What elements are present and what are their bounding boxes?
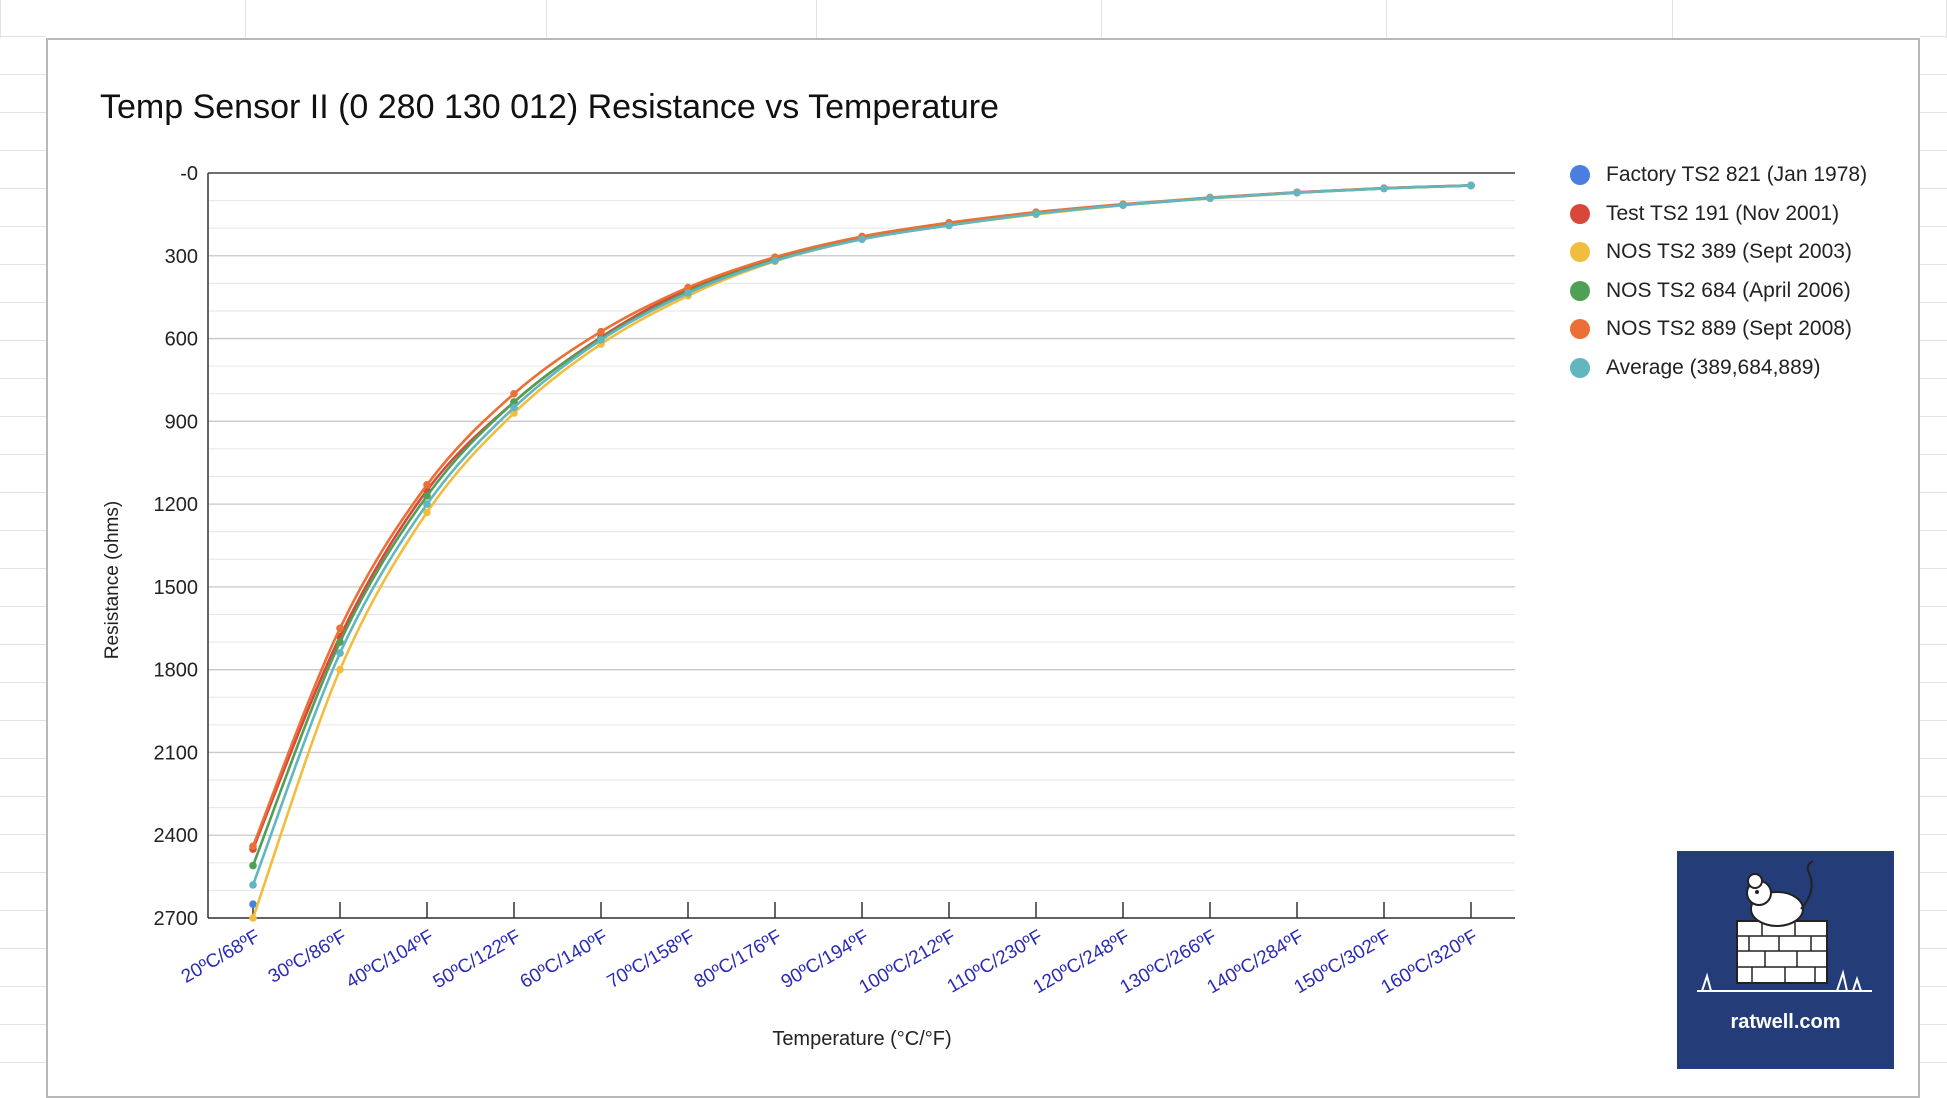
series-line — [251, 184, 1472, 850]
y-tick-label: 1800 — [154, 660, 199, 682]
legend-item: NOS TS2 684 (April 2006) — [1570, 272, 1867, 311]
series-5 — [249, 181, 1475, 889]
data-point — [249, 881, 257, 889]
series-0 — [249, 900, 257, 909]
data-point — [510, 389, 518, 398]
x-tick-label: 80ºC/176ºF — [691, 926, 786, 993]
legend-swatch — [1570, 319, 1590, 340]
data-point — [1206, 194, 1214, 202]
x-tick-label: 100ºC/212ºF — [856, 926, 960, 998]
logo-text: ratwell.com — [1730, 1011, 1841, 1033]
y-tick-label: 2400 — [154, 825, 199, 847]
legend-swatch — [1570, 165, 1590, 186]
data-point — [336, 665, 344, 674]
y-tick-label: 900 — [165, 411, 198, 433]
data-point — [510, 403, 518, 412]
data-point — [597, 327, 605, 336]
x-tick-label: 110ºC/230ºF — [944, 926, 1047, 997]
data-point — [249, 900, 257, 909]
y-tick-label: 600 — [165, 329, 198, 351]
data-point — [858, 235, 866, 244]
x-tick-label: 50ºC/122ºF — [430, 926, 525, 993]
x-tick-label: 160ºC/320ºF — [1378, 926, 1482, 998]
data-point — [423, 500, 431, 508]
data-point — [684, 283, 692, 292]
legend-label: NOS TS2 389 (Sept 2003) — [1606, 240, 1852, 264]
x-tick-label: 70ºC/158ºF — [604, 926, 699, 993]
series-line — [251, 184, 1472, 886]
data-point — [1032, 210, 1040, 218]
data-point — [1467, 181, 1475, 190]
y-tick-label: 1200 — [154, 494, 199, 516]
x-tick-label: 140ºC/284ºF — [1204, 926, 1308, 998]
series-lines — [249, 181, 1475, 922]
ratwell-logo[interactable]: ratwell.com — [1677, 851, 1894, 1069]
chart-title: Temp Sensor II (0 280 130 012) Resistanc… — [100, 88, 999, 126]
legend-swatch — [1570, 242, 1590, 263]
data-point — [510, 398, 518, 406]
y-tick-label: 1500 — [154, 577, 199, 599]
legend-item: NOS TS2 389 (Sept 2003) — [1570, 233, 1867, 272]
legend-label: Average (389,684,889) — [1606, 355, 1821, 379]
data-point — [249, 842, 257, 851]
data-point — [1380, 184, 1388, 193]
data-point — [510, 409, 518, 417]
y-axis-ticks: -0 300 600 900 1200 1500 1800 2100 2400 2700 — [154, 163, 199, 930]
legend-item: Test TS2 191 (Nov 2001) — [1570, 195, 1867, 234]
data-point — [249, 914, 257, 922]
legend-label: Test TS2 191 (Nov 2001) — [1606, 201, 1840, 225]
data-point — [1119, 201, 1127, 209]
chart-card[interactable] — [46, 38, 1920, 1098]
series-3 — [249, 181, 1475, 870]
x-tick-label: 120ºC/248ºF — [1030, 926, 1134, 998]
legend-item: NOS TS2 889 (Sept 2008) — [1570, 310, 1867, 349]
legend-swatch — [1570, 357, 1590, 378]
legend-label: NOS TS2 684 (April 2006) — [1606, 278, 1851, 302]
data-point — [597, 336, 605, 344]
data-point — [423, 508, 431, 517]
y-tick-label: 2100 — [154, 742, 199, 764]
legend-label: Factory TS2 821 (Jan 1978) — [1606, 163, 1868, 187]
x-axis-ticks: 20ºC/68ºF 30ºC/86ºF40ºC/104ºF50ºC/122ºF60… — [178, 902, 1482, 998]
x-tick-label: 20ºC/68ºF — [178, 926, 264, 988]
x-axis-label: Temperature (°C/°F) — [772, 1028, 951, 1050]
data-point — [336, 638, 344, 646]
data-point — [423, 480, 431, 489]
y-tick-label: -0 — [180, 163, 198, 185]
y-tick-label: 300 — [165, 246, 198, 268]
data-point — [336, 649, 344, 657]
data-point — [249, 861, 257, 870]
y-tick-label: 2700 — [154, 908, 199, 930]
series-line — [251, 184, 1472, 919]
series-4 — [249, 181, 1475, 851]
x-tick-label: 30ºC/86ºF — [265, 926, 351, 988]
series-line — [251, 184, 1472, 867]
data-point — [684, 289, 692, 297]
x-tick-label: 130ºC/266ºF — [1117, 926, 1221, 998]
legend-item: Factory TS2 821 (Jan 1978) — [1570, 156, 1867, 195]
data-point — [336, 624, 344, 633]
x-tick-label: 150ºC/302ºF — [1291, 926, 1395, 998]
x-tick-label: 60ºC/140ºF — [517, 926, 612, 993]
data-point — [945, 221, 953, 230]
legend-label: NOS TS2 889 (Sept 2008) — [1606, 317, 1852, 341]
legend: Factory TS2 821 (Jan 1978) Test TS2 191 (… — [1570, 156, 1867, 387]
data-point — [423, 492, 431, 500]
y-axis-label: Resistance (ohms) — [102, 501, 123, 659]
series-2 — [249, 181, 1475, 922]
data-point — [771, 256, 779, 265]
data-point — [1293, 188, 1301, 197]
legend-swatch — [1570, 203, 1590, 224]
legend-swatch — [1570, 280, 1590, 301]
legend-item: Average (389,684,889) — [1570, 349, 1867, 388]
series-line — [251, 184, 1472, 847]
x-tick-label: 40ºC/104ºF — [343, 926, 438, 993]
rat-on-wall-icon — [1697, 860, 1872, 992]
